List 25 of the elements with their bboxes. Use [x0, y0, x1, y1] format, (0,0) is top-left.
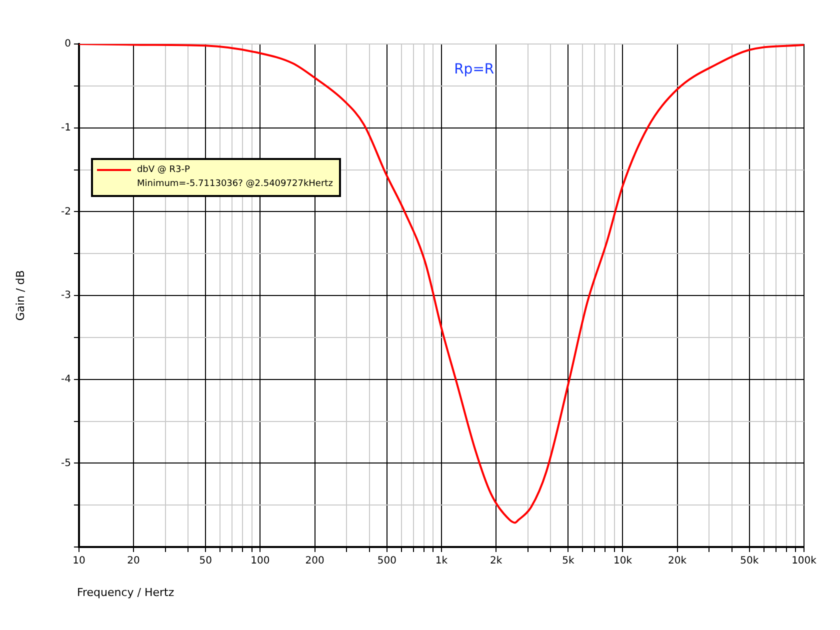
- x-tick-label: 100: [250, 556, 270, 567]
- x-tick-label: 10: [72, 556, 86, 567]
- x-tick-label: 1k: [435, 556, 448, 567]
- annotation: Minimum=-5.7113036? @2.5409727kHertz: [136, 178, 333, 191]
- x-tick-label: 200: [305, 556, 324, 567]
- x-tick-label: 5k: [562, 556, 574, 567]
- x-tick-label: 20k: [668, 556, 687, 567]
- y-tick-label: -2: [60, 206, 71, 218]
- x-tick-label: 2k: [490, 556, 502, 567]
- y-tick-label: -1: [60, 122, 71, 134]
- y-tick-label: -5: [60, 458, 71, 469]
- y-tick-label: -4: [60, 374, 71, 385]
- x-tick-label: 50k: [740, 556, 759, 567]
- legend-label: dbV @ R3-P: [136, 164, 190, 177]
- x-tick-label: 10k: [613, 556, 632, 567]
- x-tick-label: 50: [199, 556, 212, 567]
- annotation: Rp=R: [454, 62, 494, 78]
- x-tick-label: 500: [377, 556, 396, 567]
- legend: dbV @ R3-P Minimum=-5.7113036? @2.5409727kHertz: [90, 158, 341, 197]
- y-tick-label: -3: [60, 290, 71, 302]
- y-axis-title: Gain / dB: [14, 270, 27, 321]
- x-tick-label: 20: [127, 556, 140, 567]
- y-tick-label: 0: [64, 38, 71, 50]
- x-tick-label: 100k: [792, 556, 817, 567]
- x-axis-title: Frequency / Hertz: [76, 586, 174, 599]
